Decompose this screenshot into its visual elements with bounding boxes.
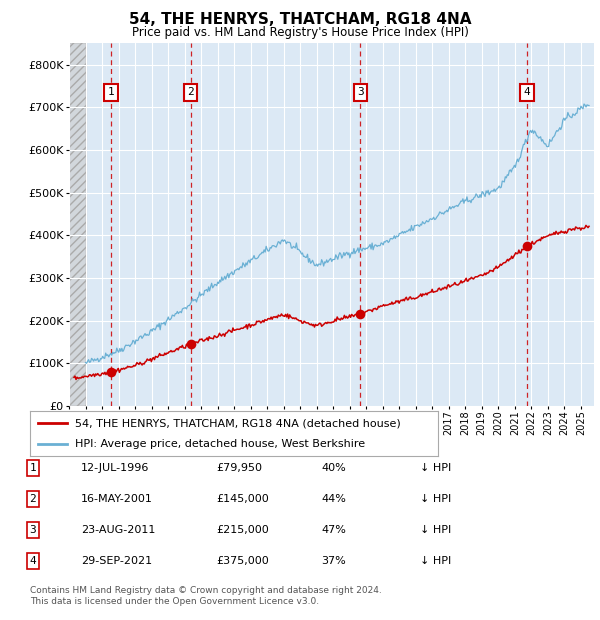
- Text: 2: 2: [29, 494, 37, 504]
- Text: 37%: 37%: [321, 556, 346, 566]
- Text: £215,000: £215,000: [216, 525, 269, 535]
- Text: ↓ HPI: ↓ HPI: [420, 556, 451, 566]
- Text: £375,000: £375,000: [216, 556, 269, 566]
- Text: 3: 3: [29, 525, 37, 535]
- Text: 1: 1: [107, 87, 115, 97]
- Text: 3: 3: [357, 87, 364, 97]
- Text: 54, THE HENRYS, THATCHAM, RG18 4NA: 54, THE HENRYS, THATCHAM, RG18 4NA: [129, 12, 471, 27]
- Text: £79,950: £79,950: [216, 463, 262, 473]
- Text: Price paid vs. HM Land Registry's House Price Index (HPI): Price paid vs. HM Land Registry's House …: [131, 26, 469, 39]
- Text: ↓ HPI: ↓ HPI: [420, 494, 451, 504]
- Text: 54, THE HENRYS, THATCHAM, RG18 4NA (detached house): 54, THE HENRYS, THATCHAM, RG18 4NA (deta…: [75, 418, 401, 428]
- Text: 40%: 40%: [321, 463, 346, 473]
- Bar: [69, 43, 86, 406]
- Text: 2: 2: [187, 87, 194, 97]
- Text: 16-MAY-2001: 16-MAY-2001: [81, 494, 153, 504]
- Text: 47%: 47%: [321, 525, 346, 535]
- Text: 44%: 44%: [321, 494, 346, 504]
- Text: 4: 4: [29, 556, 37, 566]
- Text: 1: 1: [29, 463, 37, 473]
- Text: £145,000: £145,000: [216, 494, 269, 504]
- Text: 23-AUG-2011: 23-AUG-2011: [81, 525, 155, 535]
- Text: ↓ HPI: ↓ HPI: [420, 525, 451, 535]
- Text: 29-SEP-2021: 29-SEP-2021: [81, 556, 152, 566]
- Text: 12-JUL-1996: 12-JUL-1996: [81, 463, 149, 473]
- Text: This data is licensed under the Open Government Licence v3.0.: This data is licensed under the Open Gov…: [30, 597, 319, 606]
- Text: 4: 4: [524, 87, 530, 97]
- Text: ↓ HPI: ↓ HPI: [420, 463, 451, 473]
- Text: Contains HM Land Registry data © Crown copyright and database right 2024.: Contains HM Land Registry data © Crown c…: [30, 586, 382, 595]
- Text: HPI: Average price, detached house, West Berkshire: HPI: Average price, detached house, West…: [75, 438, 365, 449]
- Bar: [69, 43, 86, 406]
